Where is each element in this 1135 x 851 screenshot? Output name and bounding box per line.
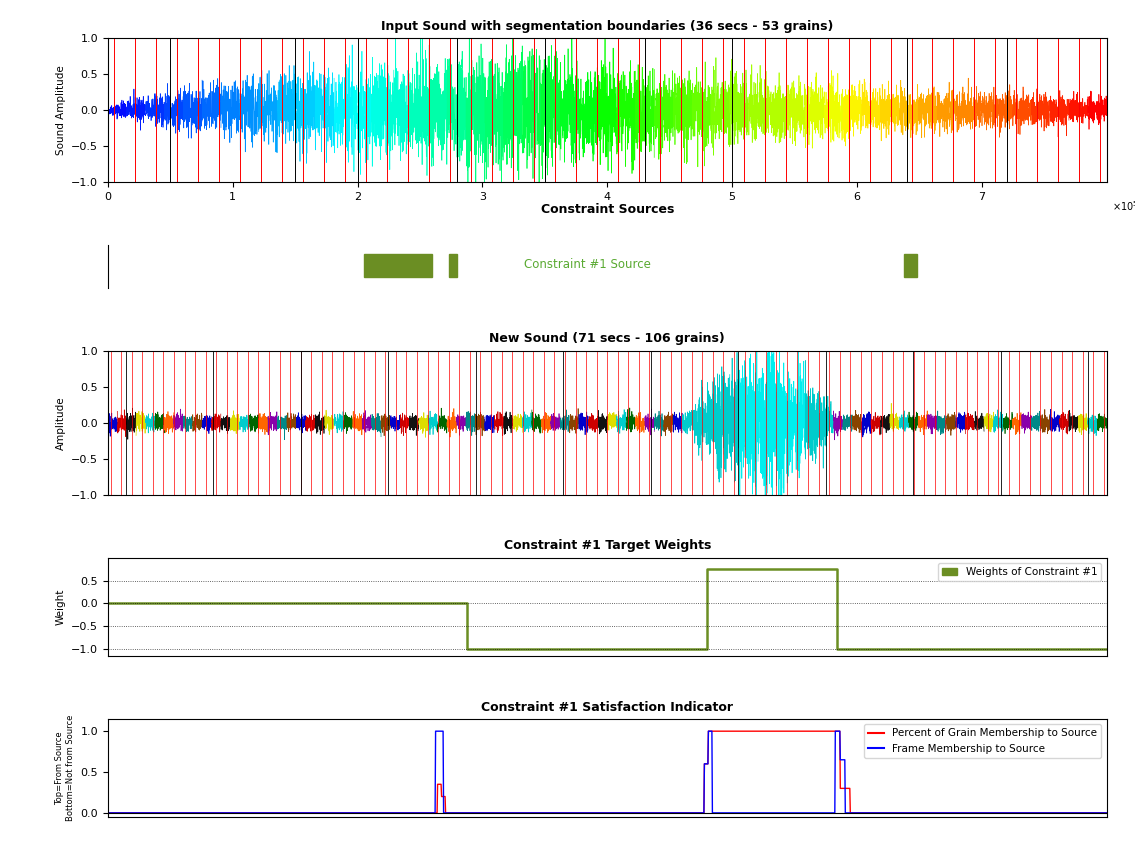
Title: Input Sound with segmentation boundaries (36 secs - 53 grains): Input Sound with segmentation boundaries… <box>381 20 833 33</box>
Bar <box>448 254 457 277</box>
Text: $\times 10^5$: $\times 10^5$ <box>1111 199 1135 213</box>
Title: New Sound (71 secs - 106 grains): New Sound (71 secs - 106 grains) <box>489 333 725 346</box>
X-axis label: Constraint Sources: Constraint Sources <box>540 203 674 216</box>
Legend: Weights of Constraint #1: Weights of Constraint #1 <box>938 563 1101 581</box>
Y-axis label: Amplitude: Amplitude <box>56 396 66 449</box>
Y-axis label: Top=From Source
Bottom=Not from Source: Top=From Source Bottom=Not from Source <box>54 715 75 821</box>
Title: Constraint #1 Target Weights: Constraint #1 Target Weights <box>504 540 711 552</box>
Title: Constraint #1 Satisfaction Indicator: Constraint #1 Satisfaction Indicator <box>481 700 733 714</box>
Y-axis label: Sound Amplitude: Sound Amplitude <box>56 66 66 155</box>
Legend: Percent of Grain Membership to Source, Frame Membership to Source: Percent of Grain Membership to Source, F… <box>864 724 1101 757</box>
Y-axis label: Weight: Weight <box>56 589 66 625</box>
Text: Constraint #1 Source: Constraint #1 Source <box>524 258 650 271</box>
Bar <box>363 254 432 277</box>
Bar <box>905 254 917 277</box>
